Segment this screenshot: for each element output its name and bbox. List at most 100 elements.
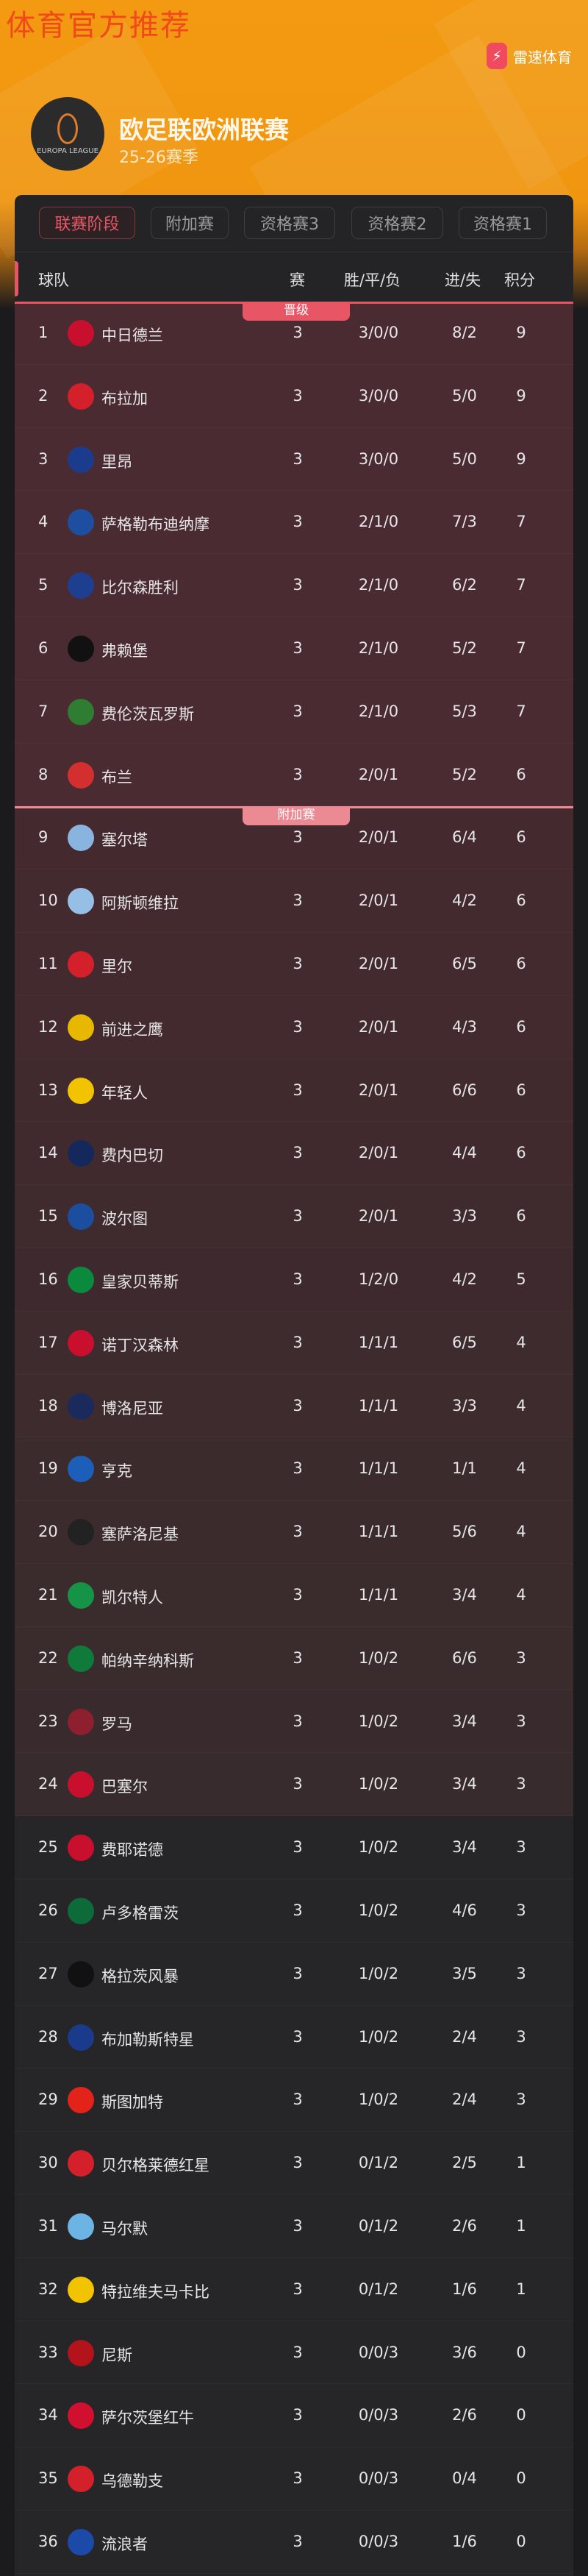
table-row[interactable]: 10 阿斯顿维拉 3 2/0/1 4/2 6 bbox=[15, 869, 573, 933]
win-draw-loss: 2/0/1 bbox=[358, 954, 399, 972]
team-name[interactable]: 贝尔格莱德红星 bbox=[101, 2157, 209, 2175]
table-row[interactable]: 21 凯尔特人 3 1/1/1 3/4 4 bbox=[15, 1563, 573, 1627]
team-name[interactable]: 费耶诺德 bbox=[101, 1841, 163, 1860]
table-row[interactable]: 27 格拉茨风暴 3 1/0/2 3/5 3 bbox=[15, 1942, 573, 2006]
table-row[interactable]: 8 布兰 3 2/0/1 5/2 6 bbox=[15, 743, 573, 807]
table-row[interactable]: 30 贝尔格莱德红星 3 0/1/2 2/5 1 bbox=[15, 2132, 573, 2195]
team-name[interactable]: 马尔默 bbox=[101, 2219, 148, 2238]
table-row[interactable]: 24 巴塞尔 3 1/0/2 3/4 3 bbox=[15, 1753, 573, 1817]
team-name[interactable]: 布拉加 bbox=[101, 389, 148, 408]
team-name[interactable]: 卢多格雷茨 bbox=[101, 1904, 179, 1922]
team-logo-icon bbox=[68, 2339, 94, 2366]
table-row[interactable]: 25 费耶诺德 3 1/0/2 3/4 3 bbox=[15, 1816, 573, 1879]
table-row[interactable]: 13 年轻人 3 2/0/1 6/6 6 bbox=[15, 1058, 573, 1122]
team-name[interactable]: 阿斯顿维拉 bbox=[101, 894, 179, 913]
table-row[interactable]: 36 流浪者 3 0/0/3 1/6 0 bbox=[15, 2510, 573, 2574]
goals-for-against: 2/4 bbox=[452, 2091, 477, 2109]
points: 6 bbox=[516, 1207, 526, 1225]
table-row[interactable]: 29 斯图加特 3 1/0/2 2/4 3 bbox=[15, 2068, 573, 2132]
table-row[interactable]: 15 波尔图 3 2/0/1 3/3 6 bbox=[15, 1185, 573, 1248]
team-name[interactable]: 波尔图 bbox=[101, 1210, 148, 1228]
points: 4 bbox=[516, 1585, 526, 1604]
team-name[interactable]: 斯图加特 bbox=[101, 2093, 163, 2112]
table-row[interactable]: 18 博洛尼亚 3 1/1/1 3/3 4 bbox=[15, 1374, 573, 1438]
table-row[interactable]: 7 费伦茨瓦罗斯 3 2/1/0 5/3 7 bbox=[15, 680, 573, 744]
rank: 7 bbox=[38, 702, 49, 720]
table-row[interactable]: 6 弗赖堡 3 2/1/0 5/2 7 bbox=[15, 616, 573, 680]
goals-for-against: 8/2 bbox=[452, 324, 477, 341]
goals-for-against: 6/4 bbox=[452, 828, 477, 847]
team-name[interactable]: 帕纳辛纳科斯 bbox=[101, 1651, 194, 1670]
team-name[interactable]: 尼斯 bbox=[101, 2346, 132, 2364]
win-draw-loss: 1/1/1 bbox=[358, 1333, 399, 1351]
team-name[interactable]: 费内巴切 bbox=[101, 1147, 163, 1165]
table-row[interactable]: 12 前进之鹰 3 2/0/1 4/3 6 bbox=[15, 995, 573, 1059]
team-logo-icon bbox=[68, 1519, 94, 1546]
table-row[interactable]: 9 塞尔塔 3 2/0/1 6/4 6 附加赛 bbox=[15, 806, 573, 870]
played: 3 bbox=[293, 1523, 303, 1541]
team-name[interactable]: 比尔森胜利 bbox=[101, 579, 179, 597]
team-name[interactable]: 费伦茨瓦罗斯 bbox=[101, 705, 194, 723]
team-name[interactable]: 凯尔特人 bbox=[101, 1588, 163, 1607]
table-row[interactable]: 16 皇家贝蒂斯 3 1/2/0 4/2 5 bbox=[15, 1248, 573, 1312]
team-name[interactable]: 罗马 bbox=[101, 1715, 132, 1733]
table-row[interactable]: 32 特拉维夫马卡比 3 0/1/2 1/6 1 bbox=[15, 2257, 573, 2321]
team-name[interactable]: 塞萨洛尼基 bbox=[101, 1526, 179, 1544]
team-logo-icon bbox=[68, 2150, 94, 2177]
table-row[interactable]: 4 萨格勒布迪纳摩 3 2/1/0 7/3 7 bbox=[15, 491, 573, 555]
team-name[interactable]: 格拉茨风暴 bbox=[101, 1967, 179, 1985]
table-row[interactable]: 14 费内巴切 3 2/0/1 4/4 6 bbox=[15, 1122, 573, 1186]
team-name[interactable]: 布加勒斯特星 bbox=[101, 2030, 194, 2049]
table-row[interactable]: 31 马尔默 3 0/1/2 2/6 1 bbox=[15, 2194, 573, 2258]
rank: 23 bbox=[38, 1712, 58, 1730]
watermark: 体育官方推荐 bbox=[6, 9, 191, 43]
table-row[interactable]: 11 里尔 3 2/0/1 6/5 6 bbox=[15, 932, 573, 996]
team-name[interactable]: 年轻人 bbox=[101, 1084, 148, 1102]
table-row[interactable]: 22 帕纳辛纳科斯 3 1/0/2 6/6 3 bbox=[15, 1626, 573, 1690]
team-name[interactable]: 萨格勒布迪纳摩 bbox=[101, 516, 209, 534]
table-row[interactable]: 1 中日德兰 3 3/0/0 8/2 9 晋级 bbox=[15, 302, 573, 365]
team-logo-icon bbox=[68, 1708, 94, 1735]
team-name[interactable]: 巴塞尔 bbox=[101, 1778, 148, 1796]
tab-qualifier-2[interactable]: 资格赛2 bbox=[351, 207, 443, 239]
points: 3 bbox=[516, 1901, 526, 1919]
team-name[interactable]: 塞尔塔 bbox=[101, 831, 148, 850]
team-name[interactable]: 特拉维夫马卡比 bbox=[101, 2283, 209, 2301]
table-row[interactable]: 33 尼斯 3 0/0/3 3/6 0 bbox=[15, 2321, 573, 2385]
team-name[interactable]: 中日德兰 bbox=[101, 327, 163, 344]
table-row[interactable]: 35 乌德勒支 3 0/0/3 0/4 0 bbox=[15, 2447, 573, 2511]
table-row[interactable]: 2 布拉加 3 3/0/0 5/0 9 bbox=[15, 364, 573, 428]
table-row[interactable]: 5 比尔森胜利 3 2/1/0 6/2 7 bbox=[15, 554, 573, 617]
team-name[interactable]: 弗赖堡 bbox=[101, 641, 148, 660]
team-name[interactable]: 前进之鹰 bbox=[101, 1020, 163, 1039]
win-draw-loss: 2/1/0 bbox=[358, 513, 399, 531]
team-name[interactable]: 流浪者 bbox=[101, 2535, 148, 2553]
team-name[interactable]: 皇家贝蒂斯 bbox=[101, 1273, 179, 1291]
table-row[interactable]: 26 卢多格雷茨 3 1/0/2 4/6 3 bbox=[15, 1879, 573, 1943]
team-name[interactable]: 萨尔茨堡红牛 bbox=[101, 2409, 194, 2427]
team-name[interactable]: 布兰 bbox=[101, 768, 132, 786]
tab-qualifier-3[interactable]: 资格赛3 bbox=[244, 207, 335, 239]
team-name[interactable]: 诺丁汉森林 bbox=[101, 1336, 179, 1354]
team-name[interactable]: 乌德勒支 bbox=[101, 2472, 163, 2491]
table-row[interactable]: 3 里昂 3 3/0/0 5/0 9 bbox=[15, 427, 573, 491]
team-name[interactable]: 里昂 bbox=[101, 452, 132, 471]
goals-for-against: 5/2 bbox=[452, 765, 477, 783]
table-row[interactable]: 19 亨克 3 1/1/1 1/1 4 bbox=[15, 1437, 573, 1501]
table-row[interactable]: 20 塞萨洛尼基 3 1/1/1 5/6 4 bbox=[15, 1501, 573, 1564]
win-draw-loss: 2/0/1 bbox=[358, 1144, 399, 1162]
team-name[interactable]: 里尔 bbox=[101, 957, 132, 975]
team-name[interactable]: 亨克 bbox=[101, 1462, 132, 1481]
goals-for-against: 1/6 bbox=[452, 2532, 477, 2550]
table-row[interactable]: 28 布加勒斯特星 3 1/0/2 2/4 3 bbox=[15, 2005, 573, 2069]
team-name[interactable]: 博洛尼亚 bbox=[101, 1399, 163, 1417]
points: 9 bbox=[516, 324, 526, 341]
tab-qualifier-1[interactable]: 资格赛1 bbox=[459, 207, 547, 239]
tab-league-phase[interactable]: 联赛阶段 bbox=[39, 207, 135, 239]
table-row[interactable]: 34 萨尔茨堡红牛 3 0/0/3 2/6 0 bbox=[15, 2384, 573, 2448]
tab-playoff[interactable]: 附加赛 bbox=[151, 207, 229, 239]
table-row[interactable]: 17 诺丁汉森林 3 1/1/1 6/5 4 bbox=[15, 1311, 573, 1375]
table-row[interactable]: 23 罗马 3 1/0/2 3/4 3 bbox=[15, 1690, 573, 1754]
rank: 31 bbox=[38, 2216, 58, 2235]
win-draw-loss: 1/0/2 bbox=[358, 1648, 399, 1667]
